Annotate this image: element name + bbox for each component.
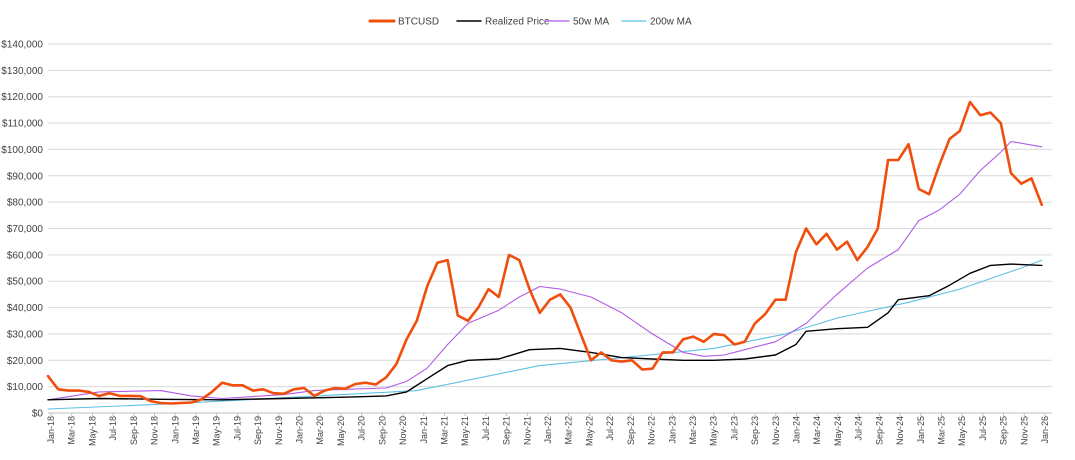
x-tick-label: Sep-24 — [874, 416, 884, 445]
x-tick-label: Jul-23 — [729, 416, 739, 441]
x-tick-label: May-21 — [460, 416, 470, 446]
x-tick-label: May-24 — [833, 416, 843, 446]
legend-item: Realized Price — [456, 17, 550, 28]
x-tick-label: Sep-22 — [626, 416, 636, 445]
y-tick-label: $80,000 — [7, 198, 44, 209]
y-tick-label: $30,000 — [7, 329, 44, 340]
legend-item: 200w MA — [621, 17, 692, 28]
y-axis: $0 $10,000 $20,000 $30,000 $40,000 $50,000 $60… — [1, 40, 43, 420]
x-tick-label: May-19 — [212, 416, 222, 446]
series-line-50w-ma — [47, 140, 1043, 401]
x-tick-label: Mar-23 — [688, 416, 698, 445]
y-tick-label: $130,000 — [1, 66, 43, 77]
legend-label: BTCUSD — [398, 17, 439, 28]
x-tick-label: May-25 — [957, 416, 967, 446]
x-tick-label: Mar-25 — [936, 416, 946, 445]
y-tick-label: $40,000 — [7, 303, 44, 314]
x-tick-label: Jul-18 — [108, 416, 118, 441]
legend-label: 50w MA — [573, 17, 609, 28]
x-tick-label: Jan-22 — [543, 416, 553, 444]
series-line-btcusd — [46, 100, 1044, 405]
y-tick-label: $110,000 — [2, 119, 43, 130]
x-tick-label: Nov-24 — [895, 416, 905, 445]
chart-legend: BTCUSD Realized Price 50w MA 200w MA — [368, 17, 692, 28]
x-tick-label: May-22 — [584, 416, 594, 446]
x-tick-label: Mar-22 — [564, 416, 574, 445]
y-tick-label: $0 — [32, 409, 44, 420]
x-tick-label: May-20 — [336, 416, 346, 446]
x-tick-label: Jan-23 — [667, 416, 677, 444]
x-tick-label: Jan-25 — [916, 416, 926, 444]
gridlines — [48, 43, 1052, 414]
x-tick-label: Mar-18 — [67, 416, 77, 445]
x-tick-label: Mar-20 — [315, 416, 325, 445]
y-tick-label: $10,000 — [7, 382, 44, 393]
x-tick-label: Jul-24 — [854, 416, 864, 441]
y-tick-label: $50,000 — [7, 277, 44, 288]
x-tick-label: Nov-19 — [274, 416, 284, 445]
x-tick-label: Jul-21 — [481, 416, 491, 441]
y-tick-label: $90,000 — [7, 171, 44, 182]
x-tick-label: Sep-23 — [750, 416, 760, 445]
x-tick-label: Jan-21 — [419, 416, 429, 444]
x-tick-label: Nov-21 — [522, 416, 532, 445]
x-tick-label: Sep-21 — [502, 416, 512, 445]
x-tick-label: Mar-24 — [812, 416, 822, 445]
legend-item: BTCUSD — [368, 17, 439, 28]
x-tick-label: Jan-18 — [46, 416, 56, 444]
x-tick-label: Jan-19 — [170, 416, 180, 444]
x-tick-label: Jan-26 — [1040, 416, 1050, 444]
y-tick-label: $70,000 — [7, 224, 44, 235]
y-tick-label: $20,000 — [7, 356, 44, 367]
series-line-200w-ma — [47, 259, 1043, 410]
x-tick-label: Jul-19 — [232, 416, 242, 441]
x-tick-label: May-18 — [87, 416, 97, 446]
x-tick-label: Nov-22 — [647, 416, 657, 445]
x-tick-label: Nov-18 — [150, 416, 160, 445]
x-tick-label: Sep-19 — [253, 416, 263, 445]
x-axis: Jan-18 Mar-18 May-18 Jul-18 Sep-18 Nov-18 Jan-… — [46, 413, 1050, 446]
x-tick-label: Nov-23 — [771, 416, 781, 445]
x-tick-label: Mar-19 — [191, 416, 201, 445]
series-line-realized-price — [47, 263, 1043, 401]
x-tick-label: Jul-20 — [357, 416, 367, 441]
legend-item: 50w MA — [544, 17, 609, 28]
y-tick-label: $140,000 — [1, 40, 43, 51]
x-tick-label: Jul-25 — [978, 416, 988, 441]
x-tick-label: Jan-24 — [792, 416, 802, 444]
x-tick-label: Sep-25 — [999, 416, 1009, 445]
x-tick-label: Nov-25 — [1019, 416, 1029, 445]
x-tick-label: Sep-18 — [129, 416, 139, 445]
x-tick-label: May-23 — [709, 416, 719, 446]
x-tick-label: Nov-20 — [398, 416, 408, 445]
y-tick-label: $120,000 — [1, 92, 43, 103]
y-tick-label: $100,000 — [1, 145, 43, 156]
y-tick-label: $60,000 — [7, 250, 44, 261]
series-lines — [46, 100, 1044, 410]
x-tick-label: Jan-20 — [295, 416, 305, 444]
x-tick-label: Mar-21 — [439, 416, 449, 445]
legend-label: Realized Price — [485, 17, 550, 28]
x-tick-label: Sep-20 — [377, 416, 387, 445]
x-tick-label: Jul-22 — [605, 416, 615, 441]
legend-label: 200w MA — [650, 17, 692, 28]
